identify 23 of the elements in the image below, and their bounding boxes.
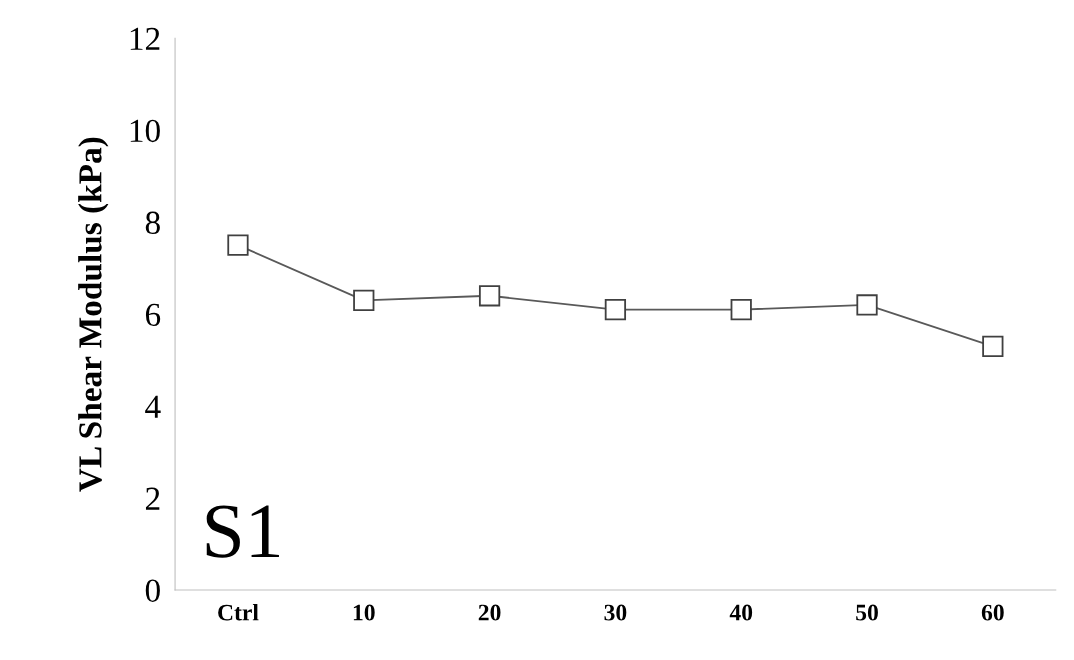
x-tick-label: 50 <box>856 604 878 621</box>
point <box>604 298 627 321</box>
point <box>353 289 375 311</box>
x-tick-label: Ctrl <box>218 603 259 621</box>
x-tick-label: 40 <box>729 604 753 621</box>
y-tick-label: 12 <box>130 27 160 50</box>
point <box>982 335 1004 357</box>
annotation: S1 <box>206 505 279 558</box>
y-tick-label: 4 <box>145 395 161 418</box>
x-tick-label: 10 <box>353 604 375 621</box>
y-tick-label: 0 <box>145 579 160 602</box>
y-tick-label: 10 <box>130 119 160 143</box>
x-tick-label: 60 <box>981 604 1004 621</box>
x-tick-label: 30 <box>604 604 627 621</box>
point <box>856 294 878 316</box>
y-tick-label: 8 <box>145 211 160 235</box>
y-tick-label: 6 <box>145 303 161 327</box>
y-axis-title: VL Shear Modulus (kPa) <box>78 137 109 492</box>
point <box>478 285 501 307</box>
point <box>227 234 249 256</box>
x-tick-label: 20 <box>478 604 501 621</box>
point <box>730 298 752 321</box>
y-tick-label: 2 <box>145 487 160 510</box>
